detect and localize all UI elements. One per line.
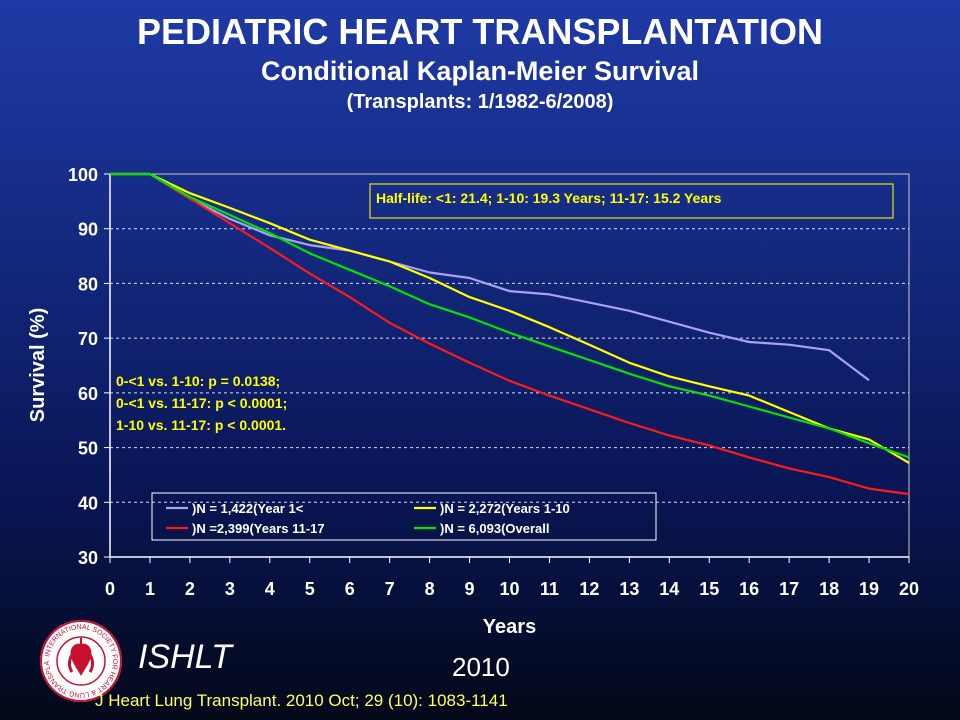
x-tick-label: 18 [819, 579, 839, 599]
page-title: PEDIATRIC HEART TRANSPLANTATION [137, 11, 823, 52]
y-tick-label: 50 [78, 439, 98, 459]
series-line-3 [110, 172, 910, 496]
x-tick-label: 7 [385, 579, 395, 599]
pvalue-note: 0-<1 vs. 1-10: p = 0.0138; [116, 373, 280, 389]
x-tick-label: 19 [859, 579, 879, 599]
y-axis-label: Survival (%) [27, 308, 49, 422]
x-tick-label: 14 [659, 579, 679, 599]
plot-area [109, 173, 910, 558]
footer-year: 2010 [452, 652, 510, 682]
series-line-2 [110, 172, 910, 464]
x-tick-label: 4 [265, 579, 275, 599]
footer-citation: J Heart Lung Transplant. 2010 Oct; 29 (1… [95, 691, 508, 710]
legend-label: )N = 2,272(Years 1-10 [440, 501, 570, 516]
y-tick-label: 60 [78, 384, 98, 404]
x-tick-label: 9 [465, 579, 475, 599]
pvalue-note: 0-<1 vs. 11-17: p < 0.0001; [116, 395, 287, 411]
page-subtitle: Conditional Kaplan-Meier Survival [260, 56, 700, 86]
x-tick-label: 13 [619, 579, 639, 599]
y-tick-label: 80 [78, 274, 98, 294]
pvalue-note: 1-10 vs. 11-17: p < 0.0001. [116, 417, 286, 433]
page-subtitle-date-range: (Transplants: 1/1982-6/2008) [346, 91, 614, 113]
half-life-note: Half-life: <1: 21.4; 1-10: 19.3 Years; 1… [376, 190, 722, 206]
x-tick-label: 0 [105, 579, 115, 599]
title-block: PEDIATRIC HEART TRANSPLANTATION Conditio… [0, 10, 960, 116]
x-tick-label: 1 [145, 579, 155, 599]
y-tick-label: 100 [68, 165, 98, 185]
ishlt-logo: INTERNATIONAL SOCIETY FOR HEART & LUNG T… [35, 613, 124, 709]
legend-label: )N = 1,422(Year 1< [192, 501, 304, 516]
ishlt-seal-icon: INTERNATIONAL SOCIETY FOR HEART & LUNG T… [35, 613, 122, 702]
y-tick-label: 90 [78, 220, 98, 240]
x-tick-label: 11 [540, 579, 559, 599]
x-tick-label: 2 [185, 579, 195, 599]
x-tick-label: 20 [899, 579, 919, 599]
footer-org: ISHLT [138, 638, 232, 676]
x-tick-label: 6 [345, 579, 355, 599]
x-axis-label: Years [483, 616, 536, 638]
x-tick-label: 10 [499, 579, 519, 599]
x-tick-label: 15 [699, 579, 719, 599]
y-tick-label: 70 [78, 329, 98, 349]
x-tick-label: 3 [225, 579, 235, 599]
series-line-4 [110, 172, 910, 459]
legend-box [151, 492, 657, 541]
x-tick-label: 8 [425, 579, 435, 599]
x-tick-label: 12 [579, 579, 599, 599]
y-tick-label: 30 [78, 548, 98, 568]
legend-label: )N = 6,093(Overall [440, 521, 549, 536]
half-life-box [369, 183, 894, 219]
x-tick-label: 16 [739, 579, 759, 599]
x-tick-label: 5 [305, 579, 315, 599]
legend-label: )N =2,399(Years 11-17 [192, 521, 325, 536]
y-tick-label: 40 [78, 493, 98, 513]
x-tick-label: 17 [779, 579, 799, 599]
series-line-1 [110, 172, 870, 382]
